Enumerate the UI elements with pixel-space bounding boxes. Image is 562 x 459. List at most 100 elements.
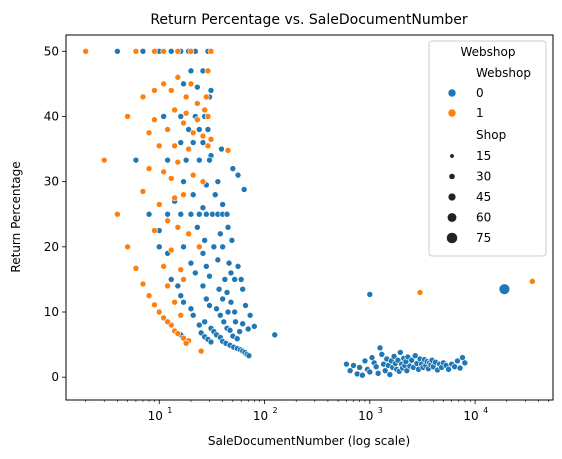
data-point xyxy=(390,353,398,360)
data-point xyxy=(160,314,167,322)
data-point xyxy=(244,325,252,333)
data-point xyxy=(139,280,147,288)
data-point xyxy=(187,47,195,55)
data-point xyxy=(529,278,536,285)
data-point xyxy=(411,352,419,359)
data-point xyxy=(187,80,195,88)
data-point xyxy=(207,135,215,143)
data-point xyxy=(164,126,171,133)
data-point xyxy=(189,191,197,198)
data-point xyxy=(451,363,458,371)
data-point xyxy=(151,227,158,234)
data-point xyxy=(217,230,224,238)
data-point xyxy=(239,320,246,328)
data-point xyxy=(234,263,242,270)
data-point xyxy=(201,106,208,114)
data-point xyxy=(114,210,121,218)
legend-size-marker xyxy=(448,173,456,180)
legend: Webshop Webshop 0 1 Shop 15 30 45 60 75 xyxy=(428,40,547,257)
data-point xyxy=(174,47,182,55)
data-point xyxy=(185,230,192,238)
data-point xyxy=(343,360,350,368)
data-point xyxy=(207,87,215,94)
data-point xyxy=(194,83,201,91)
data-point xyxy=(218,145,225,153)
data-point xyxy=(234,171,242,179)
legend-size-marker xyxy=(447,192,457,202)
legend-title: Webshop xyxy=(461,45,516,59)
data-point xyxy=(132,156,140,164)
legend-size-label: 30 xyxy=(476,170,491,184)
legend-hue-header: Webshop xyxy=(476,66,531,80)
data-point xyxy=(177,139,185,146)
data-point xyxy=(206,156,213,164)
y-axis-label: Return Percentage xyxy=(9,161,23,272)
legend-size-marker xyxy=(446,232,458,244)
data-point xyxy=(461,359,469,367)
data-point xyxy=(160,80,167,88)
data-point xyxy=(177,210,185,218)
data-point xyxy=(132,265,140,272)
data-point xyxy=(456,364,464,372)
data-point xyxy=(223,210,231,218)
x-tick-exponent: 4 xyxy=(483,406,488,415)
data-point xyxy=(204,142,212,150)
data-point xyxy=(180,334,187,342)
data-point xyxy=(372,363,380,371)
data-point xyxy=(356,364,363,371)
data-point xyxy=(203,93,210,101)
y-tick-label: 0 xyxy=(51,370,59,384)
data-point xyxy=(194,116,201,124)
data-point xyxy=(145,129,153,137)
data-point xyxy=(139,47,147,55)
data-point xyxy=(182,109,190,117)
data-point xyxy=(366,291,374,298)
data-point xyxy=(226,326,234,334)
data-point xyxy=(217,311,224,319)
data-point xyxy=(174,282,182,290)
data-point xyxy=(189,171,197,179)
data-point xyxy=(201,237,208,244)
data-point xyxy=(376,344,384,352)
legend-hue-marker xyxy=(447,108,457,118)
data-point xyxy=(145,165,153,172)
data-point xyxy=(160,168,167,176)
data-point xyxy=(214,256,222,264)
data-point xyxy=(182,93,190,101)
data-point xyxy=(225,259,233,267)
data-point xyxy=(374,369,382,377)
data-point xyxy=(223,289,231,296)
y-axis: 0 10 20 30 40 50 xyxy=(44,44,66,384)
data-point xyxy=(199,132,207,140)
data-point xyxy=(180,243,187,251)
data-point xyxy=(194,100,201,107)
data-point xyxy=(199,282,207,290)
data-point xyxy=(224,147,232,154)
y-tick-label: 50 xyxy=(44,44,59,58)
data-point xyxy=(233,335,241,343)
data-point xyxy=(204,126,212,133)
data-point xyxy=(192,269,199,277)
data-point xyxy=(167,175,175,182)
data-point xyxy=(167,47,175,55)
x-tick-exponent: 3 xyxy=(378,406,383,415)
data-point xyxy=(229,165,237,172)
data-point xyxy=(155,142,163,150)
data-point xyxy=(220,318,228,326)
data-point xyxy=(185,145,192,153)
legend-size-label: 45 xyxy=(476,190,491,204)
data-point xyxy=(378,351,386,358)
legend-size-header: Shop xyxy=(476,128,506,142)
data-point xyxy=(167,276,175,283)
data-point xyxy=(167,87,175,94)
data-point xyxy=(160,113,167,120)
legend-hue-marker xyxy=(447,88,457,98)
data-point xyxy=(189,129,197,137)
data-point xyxy=(199,139,207,146)
data-point xyxy=(155,308,163,316)
plot-area xyxy=(82,47,536,379)
y-tick-label: 40 xyxy=(44,109,59,123)
data-point xyxy=(231,308,238,316)
data-point xyxy=(231,276,238,283)
